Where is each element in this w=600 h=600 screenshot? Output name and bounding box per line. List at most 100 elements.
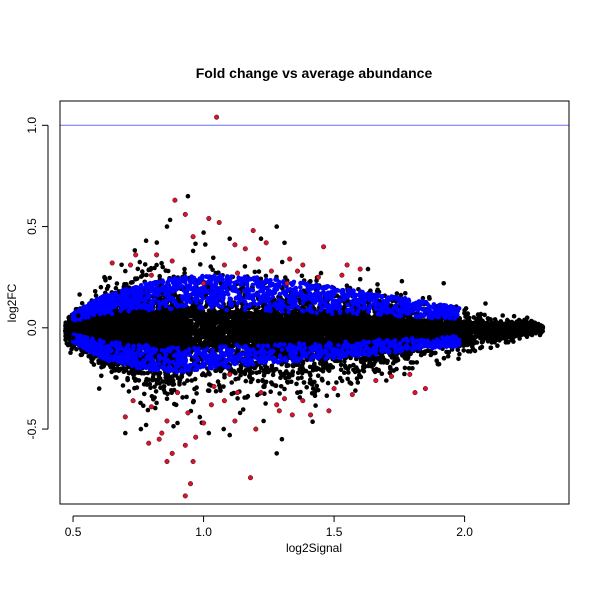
data-point-black — [206, 388, 212, 394]
data-point-black — [141, 403, 146, 409]
data-point-black — [282, 386, 287, 392]
data-point-black — [242, 264, 248, 269]
data-point-black — [260, 378, 265, 384]
data-point-black — [148, 385, 153, 391]
chart-title: Fold change vs average abundance — [196, 65, 433, 81]
data-point-black — [268, 389, 274, 395]
data-point-black — [414, 360, 420, 365]
data-point-black — [152, 384, 157, 390]
data-point-black — [99, 373, 104, 379]
data-point-black — [147, 381, 153, 387]
data-point-black — [135, 266, 141, 272]
data-point-black — [233, 370, 238, 376]
data-point-black — [456, 356, 461, 362]
data-point-black — [511, 313, 517, 319]
data-point-black — [273, 383, 278, 388]
data-point-black — [122, 282, 127, 287]
data-point-black — [138, 400, 143, 406]
data-point-black — [294, 381, 299, 387]
data-point-black — [269, 363, 275, 369]
data-point-black — [319, 376, 325, 382]
data-point-black — [192, 376, 198, 382]
data-point-black — [132, 385, 137, 391]
data-point-black — [255, 378, 261, 384]
data-point-black — [262, 384, 267, 390]
data-point-black — [105, 283, 111, 289]
data-point-black — [278, 384, 284, 389]
data-point-black — [402, 365, 408, 371]
data-point-black — [182, 381, 187, 386]
data-point-black — [354, 376, 360, 381]
data-point-black — [203, 242, 208, 247]
data-point-black — [299, 273, 305, 279]
data-point-black — [213, 389, 219, 394]
data-point-black — [461, 348, 467, 353]
data-point-black — [338, 375, 343, 381]
data-point-black — [342, 359, 347, 364]
data-point-black — [145, 407, 151, 413]
data-point-black — [375, 282, 380, 287]
data-point-black — [154, 240, 160, 245]
data-point-black — [79, 301, 85, 306]
data-point-black — [142, 391, 147, 397]
data-point-black — [243, 378, 249, 384]
data-point-black — [500, 313, 506, 318]
data-point-black — [295, 376, 301, 381]
data-point-black — [171, 424, 176, 429]
data-point-black — [376, 367, 382, 373]
data-point-black — [258, 365, 264, 371]
data-point-black — [180, 395, 185, 400]
data-point-black — [279, 259, 285, 265]
data-point-black — [310, 419, 315, 425]
data-point-black — [360, 367, 366, 373]
data-point-black — [170, 382, 176, 387]
data-point-black — [210, 267, 215, 273]
data-point-black — [207, 382, 212, 387]
data-point-black — [185, 378, 190, 383]
data-point-black — [324, 393, 330, 399]
data-point-black — [345, 366, 351, 372]
data-point-black — [229, 380, 234, 385]
data-point-black — [463, 306, 469, 311]
data-point-black — [325, 380, 331, 386]
data-point-black — [403, 291, 408, 296]
data-point-black — [221, 426, 226, 432]
data-point-black — [107, 275, 112, 281]
data-point-black — [338, 362, 344, 368]
data-point-black — [177, 377, 183, 383]
data-point-black — [138, 274, 144, 279]
data-point-black — [211, 255, 216, 261]
data-point-black — [313, 403, 318, 408]
data-point-black — [235, 396, 240, 401]
data-point-black — [482, 312, 487, 318]
data-point-black — [172, 401, 177, 407]
data-point-black — [240, 407, 246, 412]
data-point-black — [465, 349, 471, 354]
data-point-black — [120, 383, 126, 388]
data-point-black — [371, 361, 377, 366]
data-point-black — [277, 391, 282, 396]
data-point-black — [250, 370, 255, 375]
data-point-black — [355, 380, 361, 385]
data-point-black — [128, 280, 134, 285]
points-layer — [63, 114, 546, 499]
data-point-black — [193, 241, 198, 247]
data-point-black — [250, 377, 255, 382]
data-point-black — [157, 273, 162, 279]
data-point-black — [144, 272, 149, 278]
data-point-black — [142, 262, 148, 267]
data-point-black — [408, 360, 414, 365]
data-point-black — [351, 367, 356, 373]
data-point-black — [150, 377, 155, 383]
data-point-black — [222, 374, 227, 380]
data-point-black — [154, 400, 159, 406]
data-point-black — [495, 343, 500, 349]
data-point-black — [269, 380, 274, 385]
data-point-black — [113, 285, 119, 291]
data-point-black — [289, 379, 294, 385]
data-point-black — [358, 374, 364, 380]
data-point-black — [77, 292, 82, 297]
data-point-black — [132, 248, 138, 253]
data-point-black — [426, 295, 432, 300]
